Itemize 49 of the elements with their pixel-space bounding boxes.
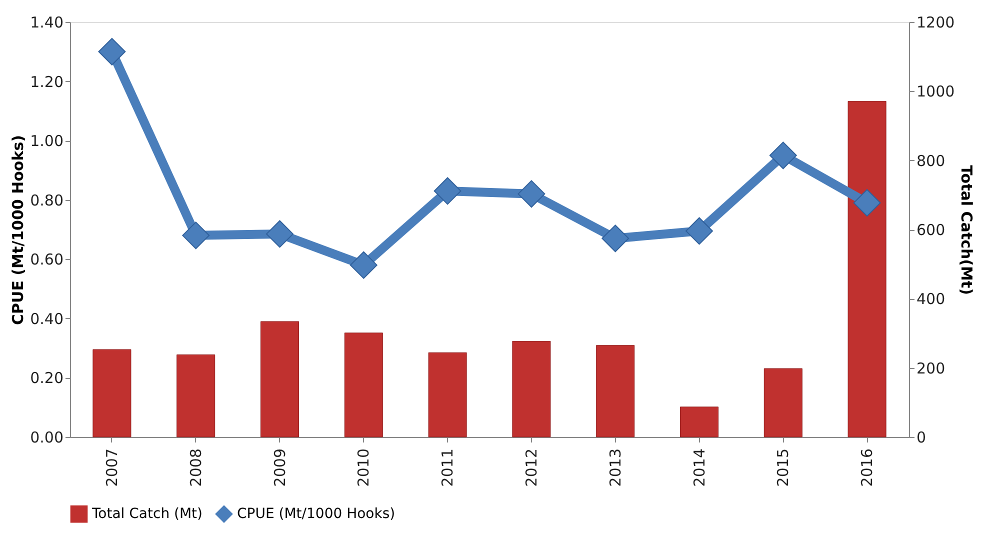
y-tick-label: 0.00 [30,428,64,446]
legend-label: Total Catch (Mt) [91,506,203,522]
point [769,142,797,170]
point [266,220,294,248]
y-axis-title: CPUE (Mt/1000 Hooks) [9,135,28,325]
y2-tick-label: 600 [916,221,946,239]
x-tick-label: 2015 [774,448,792,487]
point [434,177,462,205]
y-tick-label: 1.20 [30,72,64,91]
y-tick-label: 1.40 [30,14,64,32]
bar [176,354,216,438]
point [518,180,546,208]
x-tick-label: 2009 [270,448,289,487]
bar [596,345,635,438]
x-tick-label: 2011 [438,448,457,487]
bar [848,100,886,438]
y2-axis-title: Total Catch(Mt) [958,165,976,295]
y-tick-label: 0.20 [30,369,64,388]
x-tick-label: 2007 [102,448,121,487]
y2-tick-label: 400 [916,290,946,308]
point [602,224,630,252]
point [182,222,210,250]
y2-tick-label: 0 [916,428,926,446]
bar [680,406,718,438]
bar [92,349,132,438]
point [98,38,126,66]
x-tick-label: 2016 [858,448,876,487]
bar [428,352,467,438]
bar [512,340,551,438]
bar [764,368,802,438]
x-tick-label: 2014 [690,448,708,487]
y2-tick-label: 1200 [916,14,955,32]
y2-tick-label: 800 [916,152,946,170]
bar [344,332,383,438]
x-tick-label: 2008 [186,448,205,487]
legend-label: CPUE (Mt/1000 Hooks) [237,506,396,522]
bar [260,321,299,438]
point [853,189,881,217]
point [350,251,378,279]
y-tick-label: 0.40 [30,310,64,328]
y-tick-label: 1.00 [30,132,64,150]
y2-tick-label: 1000 [916,82,955,101]
y-tick-label: 0.80 [30,191,64,210]
y-tick-label: 0.60 [30,250,64,269]
y2-tick-label: 200 [916,359,946,378]
x-tick-label: 2013 [606,448,624,487]
x-tick-label: 2010 [354,448,373,487]
point [686,217,713,245]
x-tick-label: 2012 [522,448,540,487]
